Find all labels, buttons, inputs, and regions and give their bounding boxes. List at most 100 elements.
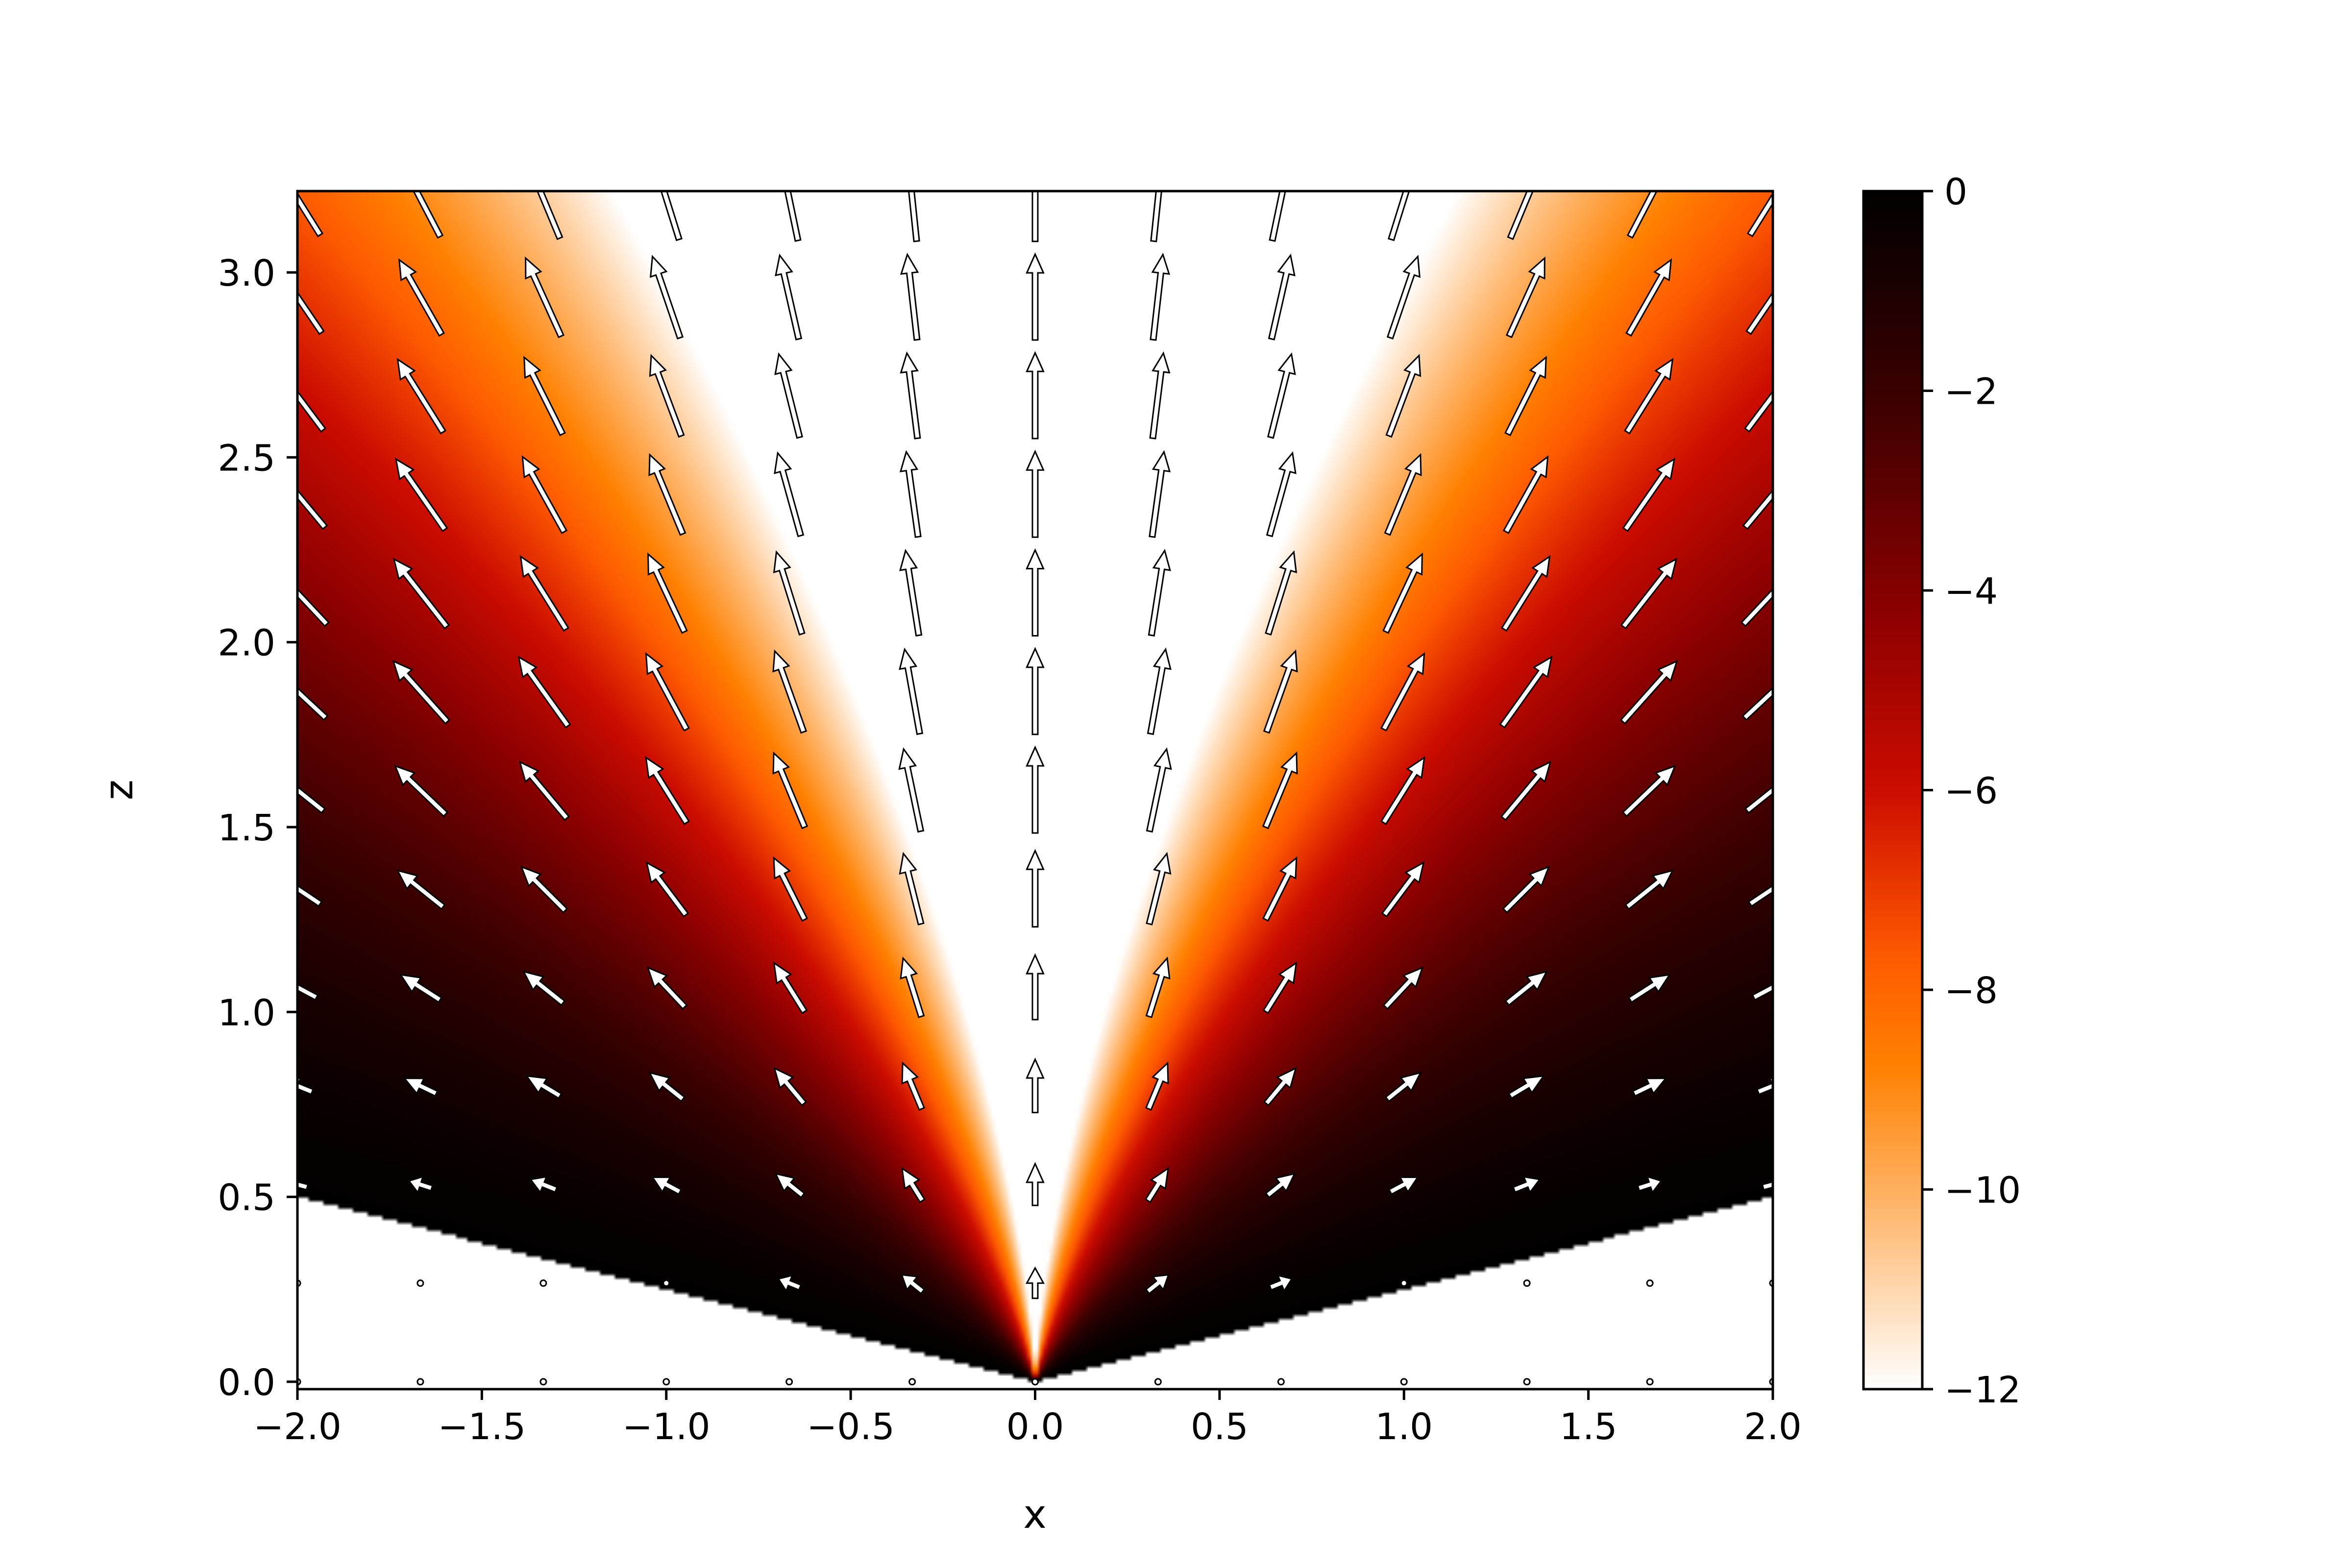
quiver-arrow [399,974,443,1004]
quiver-arrow [1150,252,1171,341]
quiver-arrow [539,1378,547,1386]
quiver-arrow [416,1279,424,1287]
quiver-arrow [1512,1176,1541,1194]
quiver-arrow [399,191,444,239]
x-axis: −2.0 −1.5 −1.0 −0.5 0.0 0.5 1.0 1.5 2.0 [253,1389,1802,1448]
quiver-arrow [396,869,446,910]
quiver-arrow [774,1173,806,1199]
quiver-arrow [1622,457,1676,532]
quiver-arrow [1147,647,1172,735]
quiver-arrow [1026,1057,1045,1113]
quiver-arrow [1620,558,1678,630]
colorbar-tick-label: −12 [1944,1369,2021,1411]
x-tick-label: 2.0 [1744,1406,1802,1448]
quiver-arrow [1380,756,1425,825]
quiver-arrow [1400,1378,1408,1386]
quiver-arrow [645,861,689,918]
colorbar-gradient [1863,191,1922,1389]
quiver-arrow [517,655,571,729]
quiver-arrow [1267,352,1296,439]
quiver-arrow [648,453,686,536]
quiver-arrow [1624,358,1674,435]
quiver-arrow [519,555,569,632]
quiver-arrow [1262,751,1298,830]
quiver-arrow [1026,849,1045,928]
quiver-arrow [1508,1075,1545,1100]
quiver-arrow [1499,655,1553,729]
quiver-arrow [774,352,804,439]
quiver-arrow [774,451,805,538]
quiver-arrow [899,852,925,926]
quiver-arrow [772,751,808,830]
quiver-arrow [1382,552,1423,634]
quiver-arrow [1026,953,1045,1021]
quiver-arrow [901,1274,926,1295]
x-tick-label: −1.5 [438,1406,526,1448]
quiver-arrow [394,457,448,532]
quiver-arrow [518,760,570,821]
quiver-arrow [1026,449,1045,538]
quiver-arrow [523,355,566,437]
y-tick-label: 0.5 [218,1177,275,1219]
quiver-arrow [398,258,445,337]
quiver-arrow [1026,548,1045,637]
x-tick-label: 1.5 [1560,1406,1617,1448]
colorbar-tick-label: −2 [1944,371,1998,413]
quiver-arrow [403,1078,439,1097]
quiver-arrow [1381,861,1425,918]
quiver-arrow [1025,1266,1045,1299]
quiver-arrow [1505,256,1545,339]
quiver-arrow [1146,852,1172,926]
quiver-arrow [525,191,564,240]
quiver-arrow [1504,970,1548,1006]
quiver-arrow [525,1075,563,1100]
quiver-arrow [901,1061,926,1111]
colorbar-tick-label: 0 [1944,171,1967,213]
colorbar-tick-label: −4 [1944,570,1998,612]
quiver-arrow [785,1378,793,1386]
colorbar-tick-label: −6 [1944,770,1998,812]
quiver-arrow [1269,191,1296,242]
quiver-arrow [773,856,808,922]
quiver-arrow [650,191,683,242]
quiver-arrow [1026,191,1045,243]
quiver-arrow [1145,1167,1169,1203]
quiver-arrow [1145,956,1171,1018]
quiver-arrow [1262,961,1298,1014]
quiver-arrow [1380,652,1425,732]
x-tick-label: −2.0 [253,1406,342,1448]
quiver-arrow [898,747,925,833]
quiver-arrow [775,191,802,242]
colorbar-tick-label: −10 [1944,1170,2021,1212]
quiver-arrow [396,358,446,435]
plot-area [296,190,1774,1391]
quiver-arrow [1384,1071,1422,1102]
quiver-arrow [1637,1175,1663,1194]
x-tick-label: −0.5 [807,1406,895,1448]
quiver-arrows [297,191,1773,1386]
quiver-arrow [1149,351,1171,440]
quiver-arrow [645,756,690,825]
quiver-arrow [773,1067,808,1106]
quiver-arrow [1265,550,1298,636]
quiver-arrow [525,256,565,339]
quiver-arrow [1500,760,1552,821]
quiver-arrow [1149,450,1171,538]
quiver-arrow [1624,869,1674,910]
quiver-arrow [772,649,808,734]
quiver-arrow [1263,1067,1297,1106]
quiver-arrow [1150,191,1170,243]
quiver-arrow [1146,747,1172,833]
quiver-arrow [662,1378,670,1386]
x-axis-label: x [1023,1492,1046,1537]
quiver-arrow [1026,745,1045,834]
y-tick-label: 3.0 [218,252,275,294]
quiver-arrow [1026,351,1045,440]
quiver-arrow [1646,1279,1654,1287]
colorbar-ticks: 0 −2 −4 −6 −8 −10 −12 [1922,171,2021,1411]
quiver-arrow [1523,1378,1531,1386]
quiver-arrow [1632,1078,1667,1097]
quiver-arrow [899,548,923,637]
quiver-arrow [1263,649,1298,734]
quiver-arrow [1026,252,1045,341]
